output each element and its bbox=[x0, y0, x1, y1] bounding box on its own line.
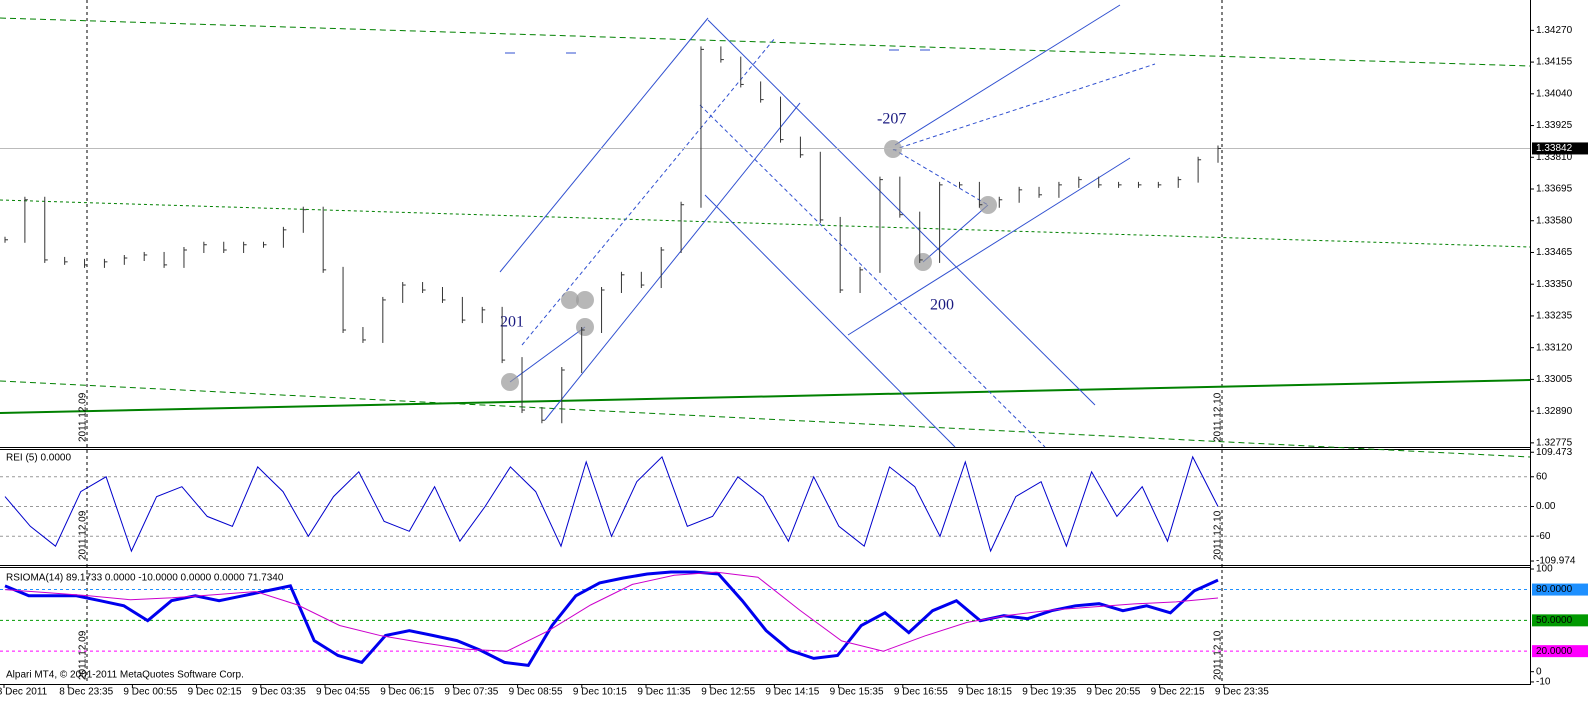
level-label-box bbox=[1532, 583, 1588, 596]
x-tick-label: 8 Dec 23:35 bbox=[59, 687, 113, 698]
y-tick-label: -10 bbox=[1536, 677, 1551, 688]
date-label: 2011.12.09 bbox=[78, 510, 89, 560]
series-line bbox=[4, 570, 1219, 668]
x-tick-label: 9 Dec 02:15 bbox=[188, 687, 242, 698]
x-tick-label: 9 Dec 06:15 bbox=[380, 687, 434, 698]
y-tick-label: 1.34270 bbox=[1536, 25, 1573, 36]
x-tick-label: 8 Dec 2011 bbox=[0, 687, 48, 698]
x-tick-label: 9 Dec 08:55 bbox=[509, 687, 563, 698]
x-tick-label: 9 Dec 14:15 bbox=[765, 687, 819, 698]
trend-lines bbox=[0, 4, 1531, 458]
x-tick-label: 9 Dec 11:35 bbox=[637, 687, 691, 698]
date-label: 2011.12.09 bbox=[78, 392, 89, 442]
level-label: 50.0000 bbox=[1536, 615, 1573, 626]
level-label-box bbox=[1532, 614, 1588, 627]
series-line bbox=[4, 571, 1219, 652]
current-price-box bbox=[1532, 142, 1588, 155]
panel-title: REI (5) 0.0000 bbox=[6, 453, 71, 464]
x-tick-label: 9 Dec 12:55 bbox=[701, 687, 755, 698]
series-line bbox=[4, 455, 1219, 553]
level-label-box bbox=[1532, 645, 1588, 658]
y-tick-label: 1.33580 bbox=[1536, 215, 1573, 226]
date-label: 2011.12.10 bbox=[1213, 392, 1224, 442]
x-tick-label: 9 Dec 10:15 bbox=[573, 687, 627, 698]
y-tick-label: 60 bbox=[1536, 471, 1548, 482]
x-tick-label: 9 Dec 22:15 bbox=[1151, 687, 1205, 698]
date-separators bbox=[86, 0, 1223, 684]
y-tick-label: 1.33005 bbox=[1536, 374, 1573, 385]
x-tick-label: 9 Dec 20:55 bbox=[1086, 687, 1140, 698]
footer: Alpari MT4, © 2001-2011 MetaQuotes Softw… bbox=[6, 670, 244, 681]
y-tick-label: 109.473 bbox=[1536, 447, 1573, 458]
y-tick-label: 1.33695 bbox=[1536, 184, 1573, 195]
date-labels: 2011.12.09 2011.12.10 2011.12.09 2011.12… bbox=[78, 392, 1224, 680]
panel-title: RSIOMA(14) 89.1733 0.0000 -10.0000 0.000… bbox=[6, 573, 284, 584]
y-tick-label: 1.33810 bbox=[1536, 152, 1573, 163]
y-tick-label: 1.33925 bbox=[1536, 120, 1573, 131]
y-tick-label: 0.00 bbox=[1536, 501, 1556, 512]
annotation: 201 bbox=[500, 314, 524, 331]
y-tick-label: 1.34040 bbox=[1536, 88, 1573, 99]
y-tick-label: 1.33120 bbox=[1536, 342, 1573, 353]
x-tick-label: 9 Dec 04:55 bbox=[316, 687, 370, 698]
x-tick-label: 9 Dec 03:35 bbox=[252, 687, 306, 698]
x-tick-label: 9 Dec 18:15 bbox=[958, 687, 1012, 698]
x-tick-label: 9 Dec 07:35 bbox=[444, 687, 498, 698]
y-tick-label: 1.33235 bbox=[1536, 311, 1573, 322]
x-tick-label: 9 Dec 16:55 bbox=[894, 687, 948, 698]
date-label: 2011.12.09 bbox=[78, 630, 89, 680]
y-tick-label: 1.32890 bbox=[1536, 406, 1573, 417]
y-tick-label: 1.33465 bbox=[1536, 247, 1573, 258]
y-tick-label: 100 bbox=[1536, 564, 1553, 575]
x-tick-label: 9 Dec 15:35 bbox=[830, 687, 884, 698]
date-label: 2011.12.10 bbox=[1213, 510, 1224, 560]
y-tick-label: 0 bbox=[1536, 666, 1542, 677]
x-tick-label: 9 Dec 23:35 bbox=[1215, 687, 1269, 698]
frames bbox=[0, 0, 1531, 685]
date-label: 2011.12.10 bbox=[1213, 630, 1224, 680]
y-tick-label: 1.33350 bbox=[1536, 279, 1573, 290]
y-tick-label: 1.32775 bbox=[1536, 438, 1573, 449]
y-tick-label: -60 bbox=[1536, 531, 1551, 542]
x-tick-label: 9 Dec 19:35 bbox=[1022, 687, 1076, 698]
y-tick-label: -109.974 bbox=[1536, 556, 1576, 567]
level-label: 20.0000 bbox=[1536, 646, 1573, 657]
annotation: 200 bbox=[930, 297, 954, 314]
x-tick-label: 9 Dec 00:55 bbox=[123, 687, 177, 698]
annotation: -207 bbox=[877, 111, 906, 128]
level-label: 80.0000 bbox=[1536, 584, 1573, 595]
y-tick-label: 1.34155 bbox=[1536, 57, 1573, 68]
current-price-label: 1.33842 bbox=[1536, 143, 1573, 154]
